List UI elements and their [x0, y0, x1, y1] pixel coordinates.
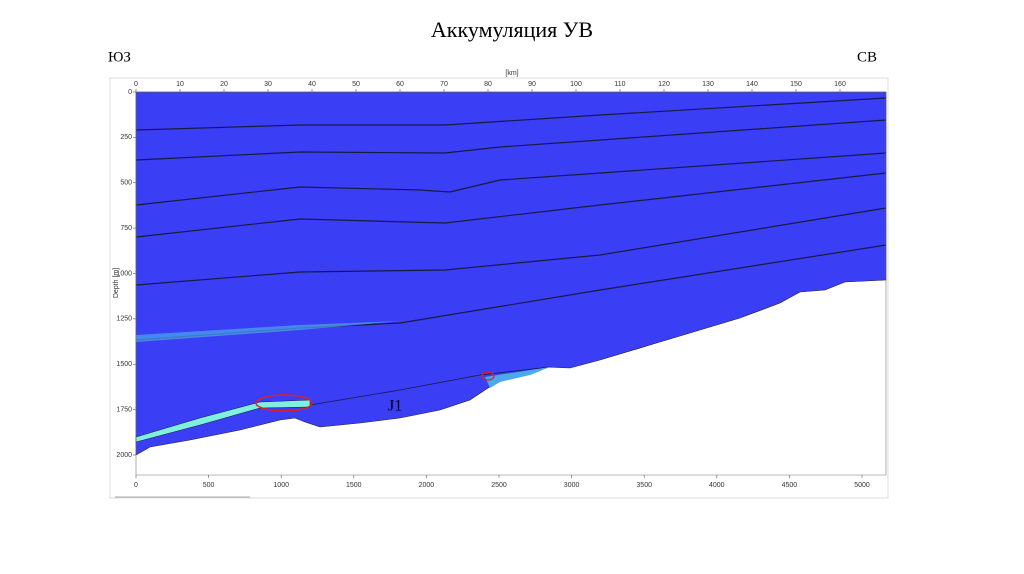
- section: J1 [km] Depth [m]: [109, 70, 889, 499]
- accumulation: [485, 367, 550, 388]
- title: Аккумуляция УВ: [431, 17, 593, 42]
- depth-tick-label: 0: [128, 89, 132, 96]
- top-tick-label: 0: [134, 81, 138, 88]
- horizon: [135, 97, 887, 131]
- depth-tick-label: 1000: [116, 270, 132, 277]
- accumulation: [135, 399, 311, 443]
- top-tick-label: 20: [220, 81, 228, 88]
- depth-axis-label: Depth [m]: [113, 268, 120, 298]
- bottom-tick-label: 500: [203, 482, 215, 489]
- left-label: ЮЗ: [108, 49, 131, 65]
- bottom-tick-label: 0: [134, 482, 138, 489]
- depth-tick-label: 500: [120, 180, 132, 187]
- top-tick-label: 150: [790, 81, 802, 88]
- horizon-label: J1: [388, 398, 402, 415]
- depth-tick-label: 1250: [116, 316, 132, 323]
- right-label: СВ: [857, 49, 877, 65]
- top-tick-label: 30: [264, 81, 272, 88]
- highlight: [481, 371, 495, 381]
- top-tick-label: 60: [396, 81, 404, 88]
- top-tick-label: 120: [658, 81, 670, 88]
- top-tick-label: 70: [440, 81, 448, 88]
- thin-layer: [136, 321, 400, 342]
- horizon-j1: [309, 366, 551, 406]
- bottom-tick-label: 1500: [346, 482, 362, 489]
- top-tick-label: 130: [702, 81, 714, 88]
- depth-tick-label: 250: [120, 134, 132, 141]
- top-tick-label: 100: [570, 81, 582, 88]
- bottom-tick-label: 3000: [564, 482, 580, 489]
- top-tick-label: 140: [746, 81, 758, 88]
- horizon: [135, 207, 887, 286]
- bottom-tick-label: 4500: [782, 482, 798, 489]
- depth-tick-label: 1500: [116, 361, 132, 368]
- top-tick-label: 160: [834, 81, 846, 88]
- depth-tick-label: 1750: [116, 406, 132, 413]
- highlight: [255, 394, 313, 412]
- bottom-tick-label: 1000: [273, 482, 289, 489]
- bottom-tick-label: 4000: [709, 482, 725, 489]
- horizon: [135, 119, 887, 161]
- horizon: [135, 152, 887, 206]
- horizon: [135, 172, 887, 238]
- top-tick-label: 40: [308, 81, 316, 88]
- top-tick-label: 50: [352, 81, 360, 88]
- bottom-tick-label: 3500: [636, 482, 652, 489]
- bottom-tick-label: 2500: [491, 482, 507, 489]
- top-tick-label: 90: [528, 81, 536, 88]
- bottom-tick-label: 2000: [419, 482, 435, 489]
- top-axis-label: [km]: [505, 70, 518, 77]
- top-tick-label: 80: [484, 81, 492, 88]
- top-tick-label: 10: [176, 81, 184, 88]
- depth-tick-label: 750: [120, 225, 132, 232]
- depth-tick-label: 2000: [116, 452, 132, 459]
- bottom-tick-label: 5000: [854, 482, 870, 489]
- top-tick-label: 110: [614, 81, 625, 88]
